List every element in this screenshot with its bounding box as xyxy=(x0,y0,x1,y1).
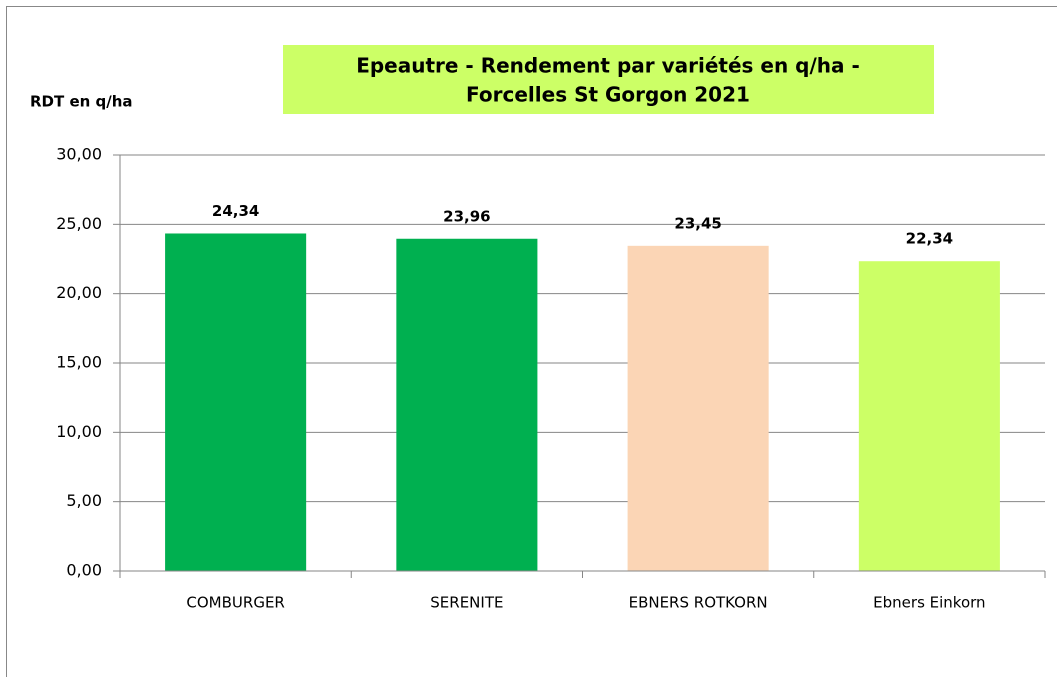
x-tick-label: EBNERS ROTKORN xyxy=(629,594,768,612)
value-label: 24,34 xyxy=(212,202,259,220)
x-tick-label: SERENITE xyxy=(430,594,503,612)
x-tick-label: COMBURGER xyxy=(186,594,284,612)
y-tick-label: 25,00 xyxy=(56,214,102,233)
y-axis-label: RDT en q/ha xyxy=(30,93,133,111)
bar xyxy=(858,261,1000,571)
value-label: 22,34 xyxy=(906,230,953,248)
bar xyxy=(396,238,538,571)
value-label: 23,45 xyxy=(674,214,721,232)
y-tick-label: 20,00 xyxy=(56,283,102,302)
y-tick-label: 30,00 xyxy=(56,145,102,164)
y-tick-label: 5,00 xyxy=(66,491,102,510)
title-box xyxy=(283,45,934,114)
bar xyxy=(165,233,307,571)
y-tick-label: 10,00 xyxy=(56,422,102,441)
bar xyxy=(627,245,769,571)
chart-title: Forcelles St Gorgon 2021 xyxy=(466,83,750,107)
value-label: 23,96 xyxy=(443,207,490,225)
y-tick-label: 15,00 xyxy=(56,353,102,372)
x-tick-label: Ebners Einkorn xyxy=(873,594,985,612)
chart-title: Epeautre - Rendement par variétés en q/h… xyxy=(356,54,860,78)
y-tick-label: 0,00 xyxy=(66,561,102,580)
